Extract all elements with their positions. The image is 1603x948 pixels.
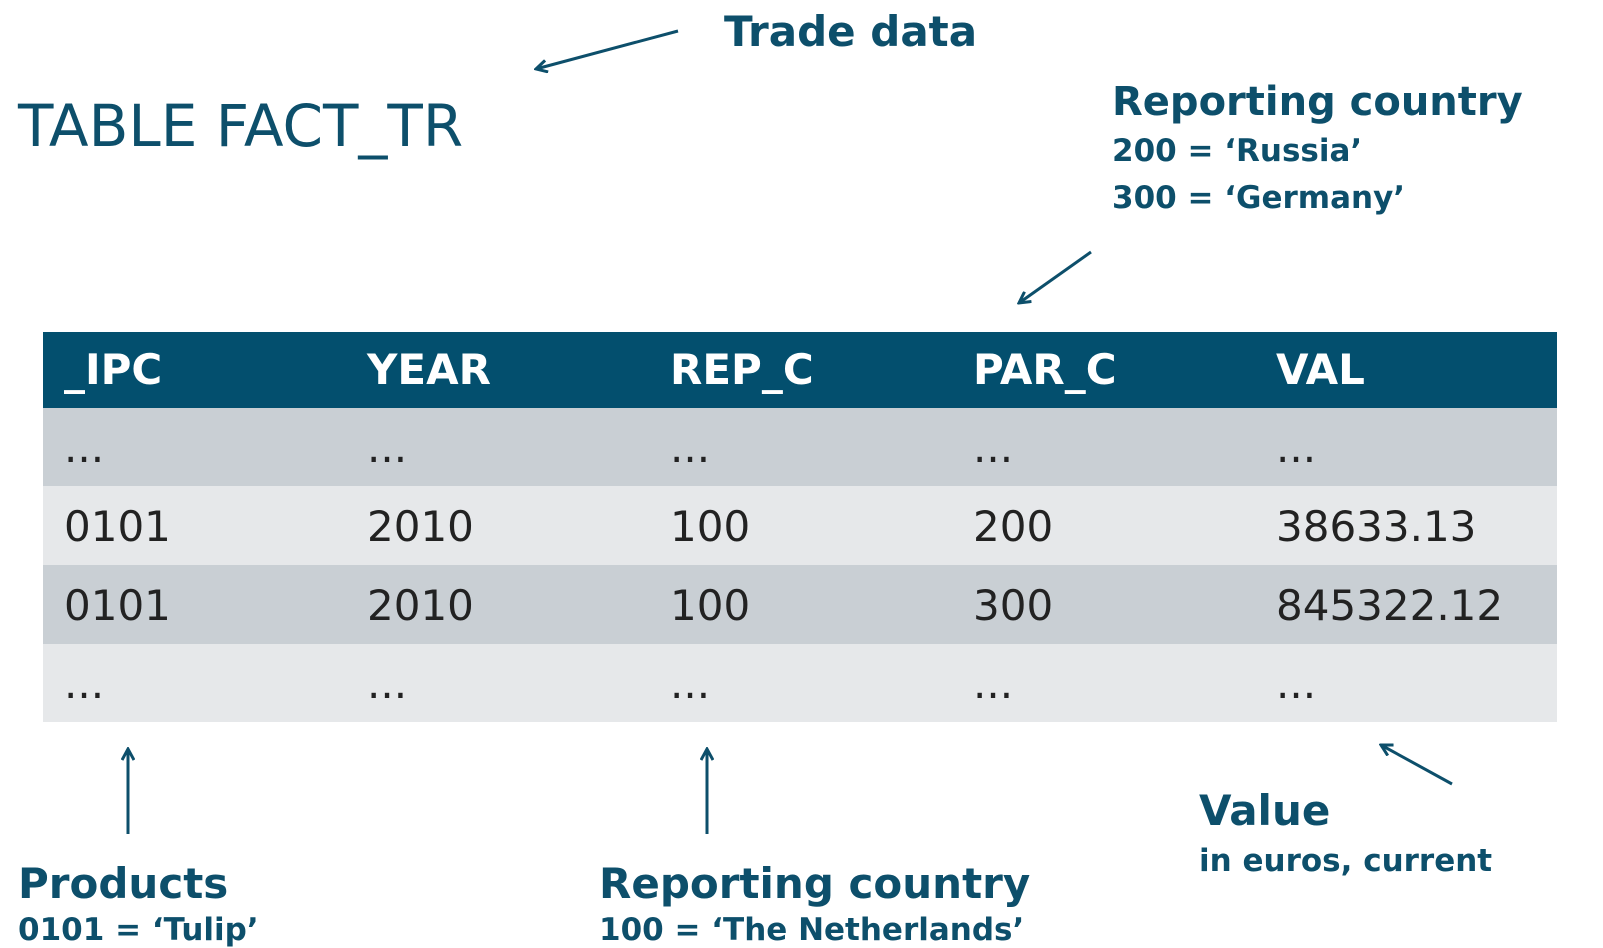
trade-data-label: Trade data — [724, 7, 977, 56]
header-cell: VAL — [1276, 345, 1365, 394]
table-cell: ... — [367, 423, 407, 472]
header-cell: REP_C — [670, 345, 814, 394]
header-cell: _IPC — [64, 345, 162, 394]
table-title: TABLE FACT_TR — [17, 92, 463, 160]
table-row — [43, 486, 1557, 565]
table-cell: ... — [973, 659, 1013, 708]
table-cell: ... — [670, 423, 710, 472]
partner-title: Reporting country — [1112, 79, 1523, 125]
table-cell: ... — [1276, 423, 1316, 472]
table-row — [43, 644, 1557, 722]
arrow — [1019, 250, 1092, 303]
table-cell: 0101 — [64, 581, 171, 630]
partner-line: 300 = ‘Germany’ — [1112, 180, 1405, 216]
table-cell: ... — [367, 659, 407, 708]
table-cell: 300 — [973, 581, 1053, 630]
reporting-title: Reporting country — [599, 859, 1030, 908]
reporting-line: 100 = ‘The Netherlands’ — [599, 912, 1024, 948]
table-cell: 845322.12 — [1276, 581, 1503, 630]
table-cell: 100 — [670, 581, 750, 630]
products-title: Products — [18, 859, 228, 908]
products-line: 0101 = ‘Tulip’ — [18, 912, 259, 948]
arrow — [1381, 745, 1453, 786]
table-cell: 0101 — [64, 502, 171, 551]
partner-line: 200 = ‘Russia’ — [1112, 133, 1362, 169]
table-row — [43, 565, 1557, 644]
table-cell: 200 — [973, 502, 1053, 551]
table-row — [43, 408, 1557, 486]
table: _IPC YEAR REP_C PAR_C VAL............ ... 0101… — [43, 332, 1557, 722]
table-cell: ... — [64, 423, 104, 472]
table-cell: 38633.13 — [1276, 502, 1476, 551]
header-cell: YEAR — [366, 345, 491, 394]
table-cell: 2010 — [367, 502, 474, 551]
table-cell: ... — [973, 423, 1013, 472]
table-cell: ... — [64, 659, 104, 708]
arrow — [536, 29, 679, 69]
header-cell: PAR_C — [973, 345, 1117, 394]
value-line: in euros, current — [1199, 843, 1492, 879]
table-cell: ... — [670, 659, 710, 708]
table-cell: 2010 — [367, 581, 474, 630]
table-cell: 100 — [670, 502, 750, 551]
table-cell: ... — [1276, 659, 1316, 708]
header-row — [43, 332, 1557, 408]
value-title: Value — [1199, 786, 1330, 835]
